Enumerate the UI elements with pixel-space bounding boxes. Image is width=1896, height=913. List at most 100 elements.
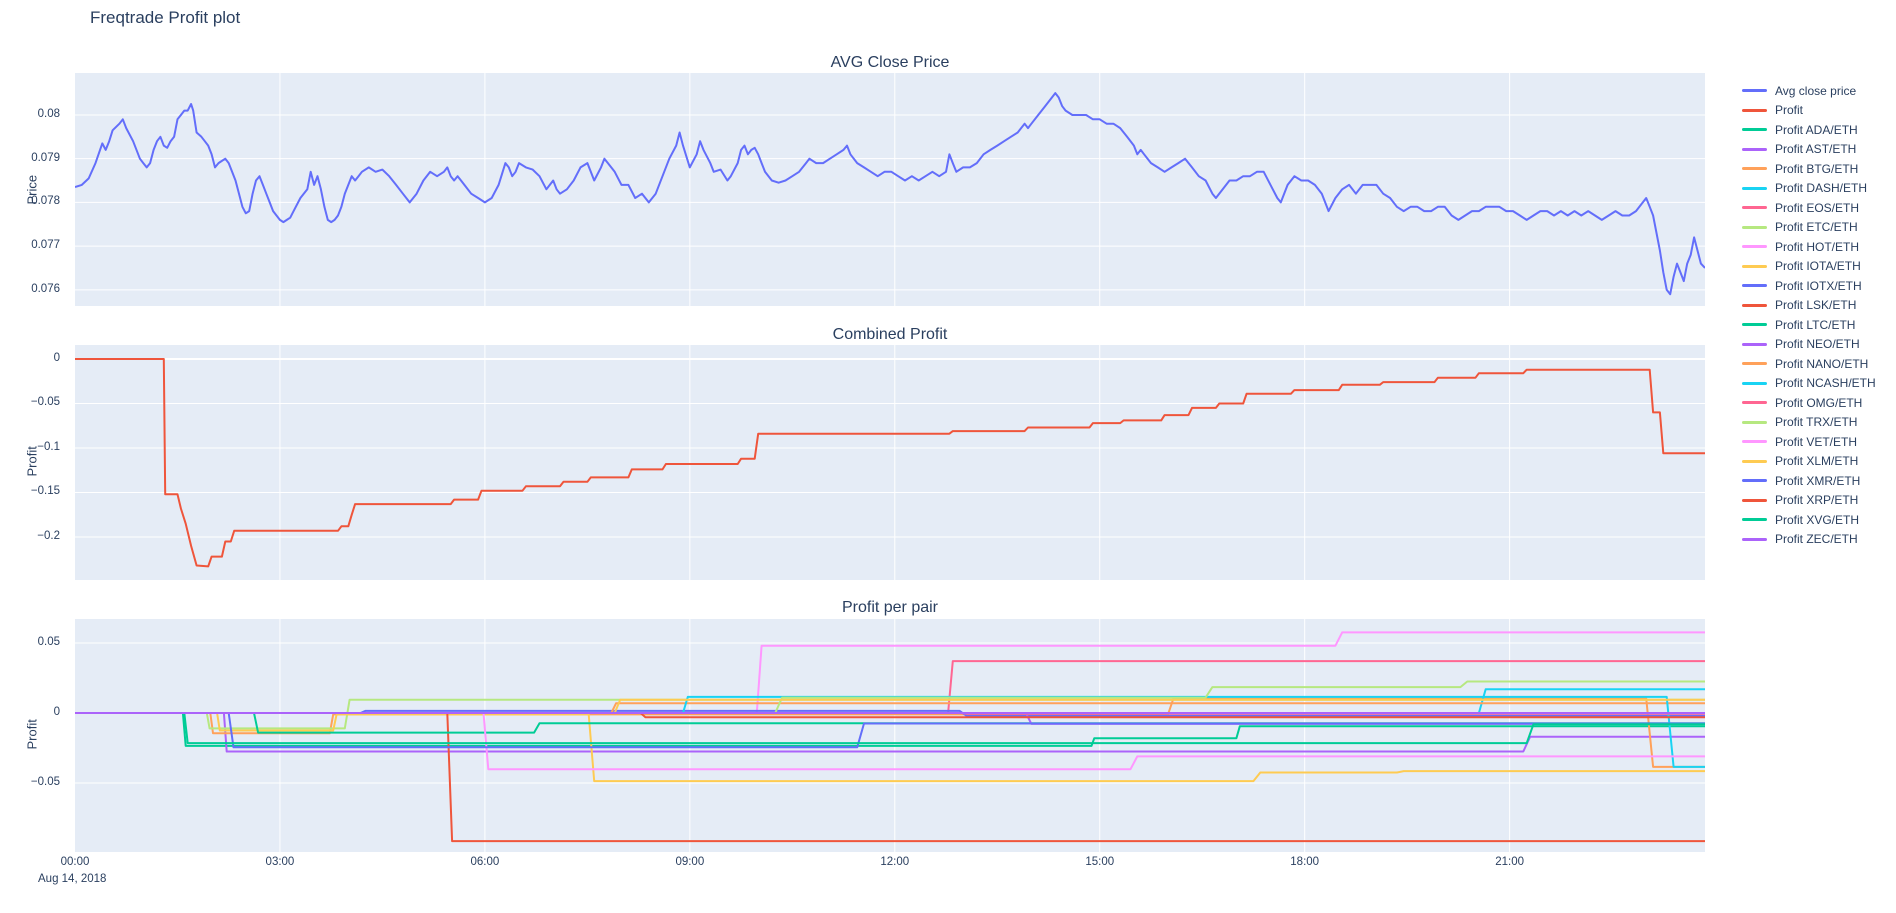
legend-line-swatch bbox=[1742, 89, 1767, 93]
profit-per-pair-plot-area[interactable] bbox=[75, 619, 1705, 852]
legend-label: Profit DASH/ETH bbox=[1775, 181, 1868, 196]
legend-item-profit-btg-eth[interactable]: Profit BTG/ETH bbox=[1742, 159, 1876, 179]
x-tick-label: 18:00 bbox=[1290, 856, 1320, 868]
legend-label: Profit IOTA/ETH bbox=[1775, 259, 1861, 274]
x-tick-label: 03:00 bbox=[265, 856, 295, 868]
legend-line-swatch bbox=[1742, 186, 1767, 190]
legend-label: Profit EOS/ETH bbox=[1775, 200, 1860, 215]
legend-label: Profit NCASH/ETH bbox=[1775, 376, 1876, 391]
series-profit-dash-eth bbox=[75, 688, 1705, 714]
legend-line-swatch bbox=[1742, 245, 1767, 249]
legend-item-profit-xvg-eth[interactable]: Profit XVG/ETH bbox=[1742, 510, 1876, 530]
series-profit-hot-eth bbox=[75, 631, 1705, 714]
x-tick-label: 21:00 bbox=[1495, 856, 1524, 868]
legend-item-profit-hot-eth[interactable]: Profit HOT/ETH bbox=[1742, 237, 1876, 257]
legend-item-profit-dash-eth[interactable]: Profit DASH/ETH bbox=[1742, 179, 1876, 199]
legend-line-swatch bbox=[1742, 128, 1767, 132]
y-tick-label: 0.079 bbox=[31, 151, 60, 164]
subplot-title-combined-profit: Combined Profit bbox=[832, 326, 948, 343]
legend-item-profit-ast-eth[interactable]: Profit AST/ETH bbox=[1742, 140, 1876, 160]
legend-line-swatch bbox=[1742, 264, 1767, 268]
legend-label: Profit VET/ETH bbox=[1775, 434, 1858, 449]
legend-label: Profit HOT/ETH bbox=[1775, 239, 1860, 254]
legend-item-profit[interactable]: Profit bbox=[1742, 101, 1876, 121]
legend-line-swatch bbox=[1742, 440, 1767, 444]
legend-line-swatch bbox=[1742, 362, 1767, 366]
legend-line-swatch bbox=[1742, 381, 1767, 385]
legend-label: Profit XRP/ETH bbox=[1775, 493, 1859, 508]
legend-item-profit-lsk-eth[interactable]: Profit LSK/ETH bbox=[1742, 296, 1876, 316]
legend-item-profit-trx-eth[interactable]: Profit TRX/ETH bbox=[1742, 413, 1876, 433]
x-axis-date-label: Aug 14, 2018 bbox=[38, 873, 107, 885]
avg-close-price-plot-area[interactable] bbox=[75, 73, 1705, 306]
legend-line-swatch bbox=[1742, 342, 1767, 346]
legend-label: Profit XMR/ETH bbox=[1775, 473, 1861, 488]
x-tick-label: 06:00 bbox=[470, 856, 500, 868]
legend-label: Profit IOTX/ETH bbox=[1775, 278, 1862, 293]
legend-item-profit-iota-eth[interactable]: Profit IOTA/ETH bbox=[1742, 257, 1876, 277]
legend-label: Profit XLM/ETH bbox=[1775, 454, 1859, 469]
legend-line-swatch bbox=[1742, 147, 1767, 151]
series-profit-ada-eth bbox=[75, 712, 1705, 747]
legend-label: Profit TRX/ETH bbox=[1775, 415, 1858, 430]
legend-item-profit-eos-eth[interactable]: Profit EOS/ETH bbox=[1742, 198, 1876, 218]
subplot-title-profit-per-pair: Profit per pair bbox=[841, 599, 939, 616]
x-tick-label: 00:00 bbox=[60, 856, 90, 868]
y-tick-label: 0.08 bbox=[37, 107, 60, 120]
y-tick-label: 0.078 bbox=[31, 195, 60, 208]
legend-label: Profit bbox=[1775, 103, 1804, 118]
legend-label: Profit LTC/ETH bbox=[1775, 317, 1856, 332]
legend-line-swatch bbox=[1742, 225, 1767, 229]
legend-line-swatch bbox=[1742, 401, 1767, 405]
legend-item-profit-ltc-eth[interactable]: Profit LTC/ETH bbox=[1742, 315, 1876, 335]
y-axis-title-profit-pairs: Profit bbox=[24, 719, 40, 750]
legend-label: Profit ZEC/ETH bbox=[1775, 532, 1858, 547]
legend-item-profit-ncash-eth[interactable]: Profit NCASH/ETH bbox=[1742, 374, 1876, 394]
x-tick-label: 15:00 bbox=[1085, 856, 1115, 868]
legend-item-profit-xrp-eth[interactable]: Profit XRP/ETH bbox=[1742, 491, 1876, 511]
legend-item-profit-etc-eth[interactable]: Profit ETC/ETH bbox=[1742, 218, 1876, 238]
legend-label: Profit ETC/ETH bbox=[1775, 220, 1858, 235]
legend-line-swatch bbox=[1742, 284, 1767, 288]
x-axis-ticks: 00:00 03:00 06:00 09:00 12:00 15:00 18:00 21:00 bbox=[0, 856, 1896, 872]
x-tick-label: 09:00 bbox=[675, 856, 705, 868]
series-profit bbox=[75, 358, 1705, 568]
legend-item-profit-xlm-eth[interactable]: Profit XLM/ETH bbox=[1742, 452, 1876, 472]
legend-item-profit-ada-eth[interactable]: Profit ADA/ETH bbox=[1742, 120, 1876, 140]
legend-line-swatch bbox=[1742, 498, 1767, 502]
legend-label: Profit AST/ETH bbox=[1775, 142, 1857, 157]
legend-label: Profit XVG/ETH bbox=[1775, 512, 1860, 527]
legend-item-profit-omg-eth[interactable]: Profit OMG/ETH bbox=[1742, 393, 1876, 413]
legend-line-swatch bbox=[1742, 459, 1767, 463]
legend-item-profit-xmr-eth[interactable]: Profit XMR/ETH bbox=[1742, 471, 1876, 491]
x-tick-label: 12:00 bbox=[880, 856, 910, 868]
legend: Avg close price Profit Profit ADA/ETH Profi… bbox=[1742, 81, 1876, 549]
legend-label: Profit LSK/ETH bbox=[1775, 298, 1857, 313]
y-tick-label: 0.077 bbox=[31, 239, 60, 252]
y-tick-label: −0.1 bbox=[37, 440, 60, 453]
page-title: Freqtrade Profit plot bbox=[90, 8, 241, 27]
legend-item-profit-iotx-eth[interactable]: Profit IOTX/ETH bbox=[1742, 276, 1876, 296]
legend-item-profit-zec-eth[interactable]: Profit ZEC/ETH bbox=[1742, 530, 1876, 550]
legend-item-profit-vet-eth[interactable]: Profit VET/ETH bbox=[1742, 432, 1876, 452]
legend-label: Avg close price bbox=[1775, 83, 1857, 98]
series-profit-trx-eth bbox=[75, 680, 1705, 714]
y-tick-label: 0.076 bbox=[31, 282, 60, 295]
legend-label: Profit BTG/ETH bbox=[1775, 161, 1859, 176]
legend-line-swatch bbox=[1742, 167, 1767, 171]
combined-profit-plot-area[interactable] bbox=[75, 345, 1705, 580]
y-tick-label: −0.05 bbox=[30, 775, 60, 788]
legend-item-profit-nano-eth[interactable]: Profit NANO/ETH bbox=[1742, 354, 1876, 374]
legend-label: Profit OMG/ETH bbox=[1775, 395, 1863, 410]
legend-line-swatch bbox=[1742, 479, 1767, 483]
y-tick-label: −0.15 bbox=[30, 485, 60, 498]
series-profit-vet-eth bbox=[75, 712, 1705, 771]
y-tick-label: −0.05 bbox=[30, 396, 60, 409]
legend-item-avg-close-price[interactable]: Avg close price bbox=[1742, 81, 1876, 101]
legend-item-profit-neo-eth[interactable]: Profit NEO/ETH bbox=[1742, 335, 1876, 355]
series-profit-btg-eth bbox=[75, 697, 1705, 768]
y-tick-label: 0.05 bbox=[37, 635, 60, 648]
legend-line-swatch bbox=[1742, 206, 1767, 210]
y-tick-label: −0.2 bbox=[37, 530, 60, 542]
